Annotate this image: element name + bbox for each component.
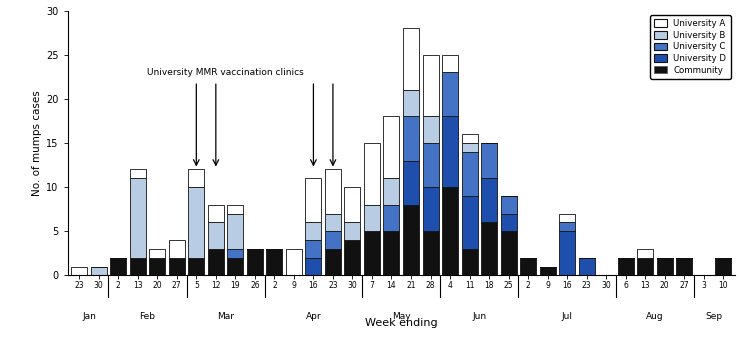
Bar — [149, 249, 165, 258]
Bar — [383, 205, 400, 231]
Bar — [560, 222, 575, 231]
Bar — [676, 258, 692, 275]
Bar — [481, 143, 497, 178]
Bar — [325, 231, 341, 249]
Bar — [305, 240, 322, 258]
Bar — [500, 196, 517, 214]
Bar — [618, 258, 634, 275]
Bar — [422, 187, 439, 231]
Bar — [149, 258, 165, 275]
Bar — [461, 152, 478, 196]
Bar — [422, 231, 439, 275]
Bar — [344, 240, 361, 275]
Bar — [383, 231, 400, 275]
Bar — [227, 258, 243, 275]
Text: Feb: Feb — [140, 312, 155, 321]
Y-axis label: No. of mumps cases: No. of mumps cases — [32, 90, 42, 196]
Text: Sep: Sep — [705, 312, 722, 321]
Bar — [344, 187, 361, 222]
Bar — [130, 178, 146, 258]
Bar — [91, 267, 106, 275]
Bar — [266, 249, 283, 275]
Bar — [500, 214, 517, 231]
Bar — [560, 231, 575, 275]
Bar — [325, 214, 341, 231]
Bar — [638, 258, 653, 275]
Bar — [325, 169, 341, 214]
Bar — [716, 258, 731, 275]
Bar — [364, 205, 380, 231]
Bar — [579, 258, 595, 275]
Bar — [442, 72, 458, 116]
Bar — [227, 214, 243, 249]
Text: May: May — [392, 312, 410, 321]
Bar — [383, 178, 400, 205]
Bar — [286, 249, 302, 275]
Text: Jan: Jan — [82, 312, 96, 321]
Bar — [227, 205, 243, 214]
Bar — [169, 258, 184, 275]
Bar — [442, 116, 458, 187]
Bar — [305, 178, 322, 222]
Bar — [188, 169, 204, 187]
Bar — [442, 55, 458, 72]
Bar — [481, 222, 497, 275]
Text: Jun: Jun — [472, 312, 487, 321]
Bar — [305, 258, 322, 275]
Bar — [364, 231, 380, 275]
Bar — [325, 249, 341, 275]
Bar — [500, 231, 517, 275]
Bar — [403, 28, 419, 90]
Text: Mar: Mar — [217, 312, 234, 321]
Bar — [169, 240, 184, 258]
Bar — [344, 222, 361, 240]
Bar — [403, 116, 419, 161]
Bar — [208, 249, 224, 275]
Bar — [560, 214, 575, 222]
Bar — [403, 90, 419, 116]
Bar — [520, 258, 536, 275]
Text: Jul: Jul — [562, 312, 573, 321]
Bar — [403, 161, 419, 205]
Bar — [481, 178, 497, 222]
Text: University MMR vaccination clinics: University MMR vaccination clinics — [147, 68, 304, 77]
Bar — [638, 249, 653, 258]
Text: Apr: Apr — [305, 312, 321, 321]
Bar — [383, 116, 400, 178]
Bar — [461, 143, 478, 152]
X-axis label: Week ending: Week ending — [365, 318, 437, 328]
Legend: University A, University B, University C, University D, Community: University A, University B, University C… — [650, 15, 730, 79]
Bar — [422, 116, 439, 143]
Bar — [540, 267, 556, 275]
Bar — [442, 187, 458, 275]
Bar — [403, 205, 419, 275]
Bar — [305, 222, 322, 240]
Bar — [247, 249, 262, 275]
Bar — [657, 258, 673, 275]
Bar — [130, 169, 146, 178]
Bar — [71, 267, 87, 275]
Bar — [188, 187, 204, 258]
Bar — [422, 55, 439, 116]
Bar — [364, 143, 380, 205]
Bar — [208, 222, 224, 249]
Bar — [188, 258, 204, 275]
Bar — [227, 249, 243, 258]
Bar — [130, 258, 146, 275]
Bar — [461, 134, 478, 143]
Bar — [208, 205, 224, 222]
Bar — [422, 143, 439, 187]
Bar — [461, 196, 478, 249]
Bar — [110, 258, 126, 275]
Bar — [461, 249, 478, 275]
Text: Aug: Aug — [646, 312, 664, 321]
